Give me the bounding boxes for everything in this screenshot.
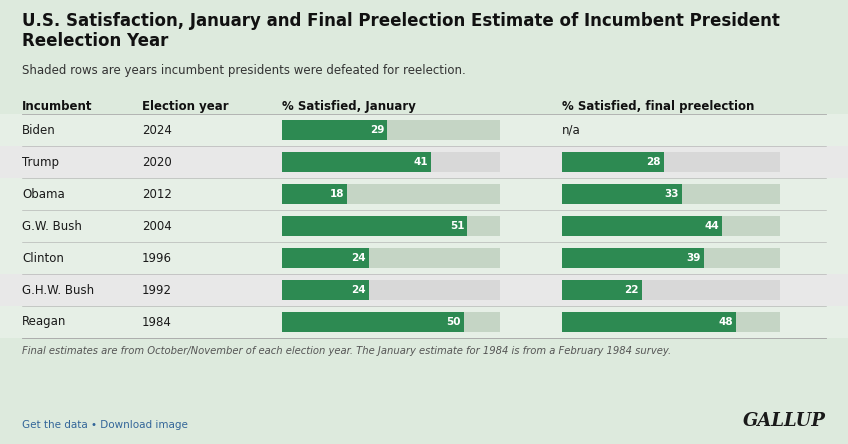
Text: 2012: 2012 (142, 187, 172, 201)
Text: Obama: Obama (22, 187, 64, 201)
Bar (0, 178, 848, 210)
Bar (562, 184, 780, 204)
Bar (0, 210, 848, 242)
Text: n/a: n/a (562, 123, 581, 136)
Bar (282, 313, 464, 332)
Bar (282, 248, 369, 268)
Bar (562, 184, 682, 204)
Bar (562, 216, 780, 236)
Text: 2004: 2004 (142, 219, 172, 233)
Text: Shaded rows are years incumbent presidents were defeated for reelection.: Shaded rows are years incumbent presiden… (22, 64, 466, 77)
Text: 1992: 1992 (142, 284, 172, 297)
Bar (562, 281, 780, 300)
Bar (562, 313, 780, 332)
Bar (562, 281, 642, 300)
Bar (562, 313, 736, 332)
Text: 39: 39 (686, 253, 700, 263)
Text: 2020: 2020 (142, 155, 172, 169)
Text: 1984: 1984 (142, 316, 172, 329)
Bar (282, 120, 500, 139)
Text: Election year: Election year (142, 100, 229, 113)
Bar (562, 152, 780, 171)
Text: Reelection Year: Reelection Year (22, 32, 169, 50)
Text: Clinton: Clinton (22, 251, 64, 265)
Bar (562, 248, 780, 268)
Bar (282, 184, 348, 204)
Text: 41: 41 (413, 157, 428, 167)
Bar (282, 313, 500, 332)
Text: 44: 44 (704, 221, 719, 231)
Text: U.S. Satisfaction, January and Final Preelection Estimate of Incumbent President: U.S. Satisfaction, January and Final Pre… (22, 12, 780, 30)
Text: 48: 48 (719, 317, 734, 327)
Text: Incumbent: Incumbent (22, 100, 92, 113)
Text: Biden: Biden (22, 123, 56, 136)
Bar (282, 184, 500, 204)
Text: 2024: 2024 (142, 123, 172, 136)
Bar (562, 248, 704, 268)
Bar (282, 281, 500, 300)
Bar (282, 152, 500, 171)
Bar (0, 242, 848, 274)
Bar (562, 152, 664, 171)
Bar (282, 216, 500, 236)
Bar (0, 274, 848, 306)
Text: 1996: 1996 (142, 251, 172, 265)
Text: 50: 50 (446, 317, 460, 327)
Text: G.H.W. Bush: G.H.W. Bush (22, 284, 94, 297)
Text: Final estimates are from October/November of each election year. The January est: Final estimates are from October/Novembe… (22, 346, 671, 356)
Text: Reagan: Reagan (22, 316, 66, 329)
Text: % Satisfied, January: % Satisfied, January (282, 100, 416, 113)
Text: Get the data • Download image: Get the data • Download image (22, 420, 188, 430)
Bar (0, 114, 848, 146)
Bar (0, 306, 848, 338)
Text: 51: 51 (449, 221, 465, 231)
Text: 29: 29 (370, 125, 384, 135)
Text: 22: 22 (624, 285, 639, 295)
Bar (282, 120, 388, 139)
Text: 24: 24 (352, 285, 366, 295)
Text: 33: 33 (664, 189, 679, 199)
Bar (282, 216, 467, 236)
Text: 28: 28 (646, 157, 661, 167)
Text: Trump: Trump (22, 155, 59, 169)
Text: GALLUP: GALLUP (743, 412, 826, 430)
Bar (282, 248, 500, 268)
Bar (282, 152, 431, 171)
Text: 24: 24 (352, 253, 366, 263)
Text: 18: 18 (330, 189, 344, 199)
Text: G.W. Bush: G.W. Bush (22, 219, 82, 233)
Text: % Satisfied, final preelection: % Satisfied, final preelection (562, 100, 755, 113)
Bar (562, 216, 722, 236)
Bar (282, 281, 369, 300)
Bar (0, 146, 848, 178)
